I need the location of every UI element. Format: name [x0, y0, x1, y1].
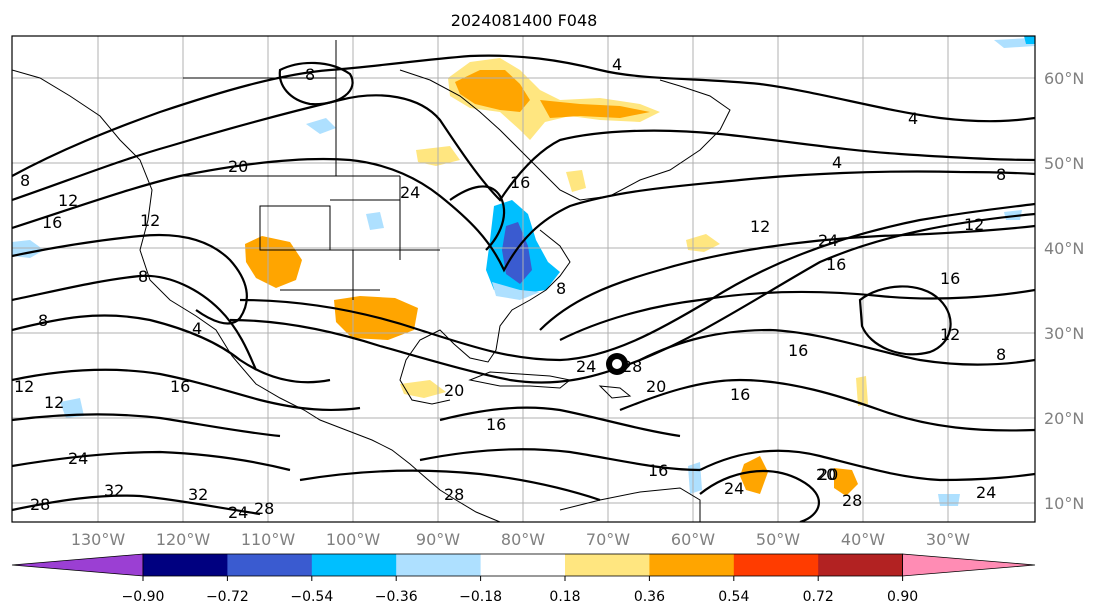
contour-label: 20: [816, 465, 836, 484]
contour-label: 20: [646, 377, 666, 396]
colorbar-swatch: [311, 554, 397, 576]
lat-label: 50°N: [1044, 154, 1084, 173]
colorbar: [11, 553, 1036, 577]
contour-label-group: 8 4 4 4 8 8 12 16 12 8 20 12 24 8 4 12 1…: [14, 55, 1006, 522]
colorbar-swatch: [733, 554, 819, 576]
contour-lines: [12, 54, 1035, 522]
colorbar-tick-label: 0.90: [887, 589, 918, 605]
contour-label: 16: [826, 255, 846, 274]
lon-label: 130°W: [71, 530, 126, 549]
contour-label: 32: [188, 485, 208, 504]
contour-label: 24: [818, 231, 838, 250]
colorbar-ticks: −0.90 −0.72 −0.54 −0.36 −0.18 0.18 0.36 0.54 0.7…: [122, 576, 918, 605]
lat-label: 60°N: [1044, 69, 1084, 88]
contour-label: 16: [788, 341, 808, 360]
contour-label: 8: [305, 65, 315, 84]
contour-label: 24: [68, 449, 88, 468]
lat-label: 30°N: [1044, 324, 1084, 343]
contour-label: 12: [140, 211, 160, 230]
colorbar-extend-low: [11, 553, 144, 577]
lon-label: 90°W: [416, 530, 460, 549]
contour-label: 28: [254, 499, 274, 518]
lon-label: 110°W: [241, 530, 296, 549]
contour-label: 20: [228, 157, 248, 176]
contour-label: 24: [724, 479, 744, 498]
contour-label: 8: [996, 345, 1006, 364]
contour-label: 24: [400, 183, 420, 202]
contour-label: 16: [730, 385, 750, 404]
contour-label: 28: [444, 485, 464, 504]
colorbar-tick-label: 0.36: [634, 589, 665, 605]
contour-label: 20: [444, 381, 464, 400]
lon-label: 30°W: [926, 530, 970, 549]
lon-label: 50°W: [756, 530, 800, 549]
contour-label: 28: [842, 491, 862, 510]
map-title: 2024081400 F048: [451, 11, 598, 30]
contour-label: 8: [38, 311, 48, 330]
colorbar-tick-label: −0.36: [375, 589, 418, 605]
colorbar-tick-label: −0.18: [459, 589, 502, 605]
colorbar-swatch: [143, 554, 228, 576]
contour-label: 12: [58, 191, 78, 210]
lat-label: 20°N: [1044, 409, 1084, 428]
contour-label: 12: [44, 393, 64, 412]
contour-label: 12: [940, 325, 960, 344]
contour-label: 8: [138, 267, 148, 286]
contour-label: 32: [104, 481, 124, 500]
lon-label: 70°W: [586, 530, 630, 549]
colorbar-tick-label: −0.72: [206, 589, 249, 605]
lat-label: 40°N: [1044, 239, 1084, 258]
contour-label: 16: [510, 173, 530, 192]
contour-label: 12: [14, 377, 34, 396]
contour-label: 16: [42, 213, 62, 232]
lat-label: 10°N: [1044, 494, 1084, 513]
contour-label: 8: [556, 279, 566, 298]
colorbar-extend-high: [902, 553, 1036, 577]
coastlines: [12, 40, 731, 522]
contour-label: 12: [964, 215, 984, 234]
colorbar-swatch: [818, 554, 904, 576]
contour-label: 4: [612, 55, 622, 74]
lon-label: 60°W: [671, 530, 715, 549]
contour-label: 4: [908, 109, 918, 128]
lon-label: 100°W: [326, 530, 381, 549]
colorbar-tick-label: −0.90: [122, 589, 165, 605]
contour-label: 20: [818, 465, 838, 484]
contour-label: 24: [228, 503, 248, 522]
contour-label: 12: [750, 217, 770, 236]
contour-label: 28: [30, 495, 50, 514]
lon-label: 80°W: [501, 530, 545, 549]
map-frame: [11, 35, 1036, 523]
lon-label: 40°W: [841, 530, 885, 549]
contour-label: 16: [648, 461, 668, 480]
colorbar-tick-label: 0.18: [549, 589, 580, 605]
colorbar-swatch: [480, 554, 566, 576]
colorbar-tick-label: 0.54: [718, 589, 749, 605]
latitude-labels: 60°N 50°N 40°N 30°N 20°N 10°N: [1044, 69, 1084, 513]
colorbar-outline: [142, 553, 903, 577]
longitude-labels: 130°W 120°W 110°W 100°W 90°W 80°W 70°W 6…: [71, 530, 970, 549]
contour-label: 8: [996, 165, 1006, 184]
lon-label: 120°W: [156, 530, 211, 549]
colorbar-swatch: [565, 554, 650, 576]
contour-label: 24: [576, 357, 596, 376]
map-panel: 8 4 4 4 8 8 12 16 12 8 20 12 24 8 4 12 1…: [12, 36, 1035, 522]
contour-label: 16: [170, 377, 190, 396]
contour-label: 16: [940, 269, 960, 288]
colorbar-swatch: [649, 554, 735, 576]
colorbar-tick-label: −0.54: [290, 589, 333, 605]
colorbar-swatch: [227, 554, 313, 576]
contour-label: 4: [832, 153, 842, 172]
contour-label: 4: [192, 319, 202, 338]
contour-label: 8: [20, 171, 30, 190]
colorbar-tick-label: 0.72: [803, 589, 834, 605]
colorbar-swatch: [396, 554, 482, 576]
cyclone-marker: [606, 353, 628, 375]
contour-label: 24: [976, 483, 996, 502]
contour-label: 16: [486, 415, 506, 434]
contour-label: 28: [622, 357, 642, 376]
